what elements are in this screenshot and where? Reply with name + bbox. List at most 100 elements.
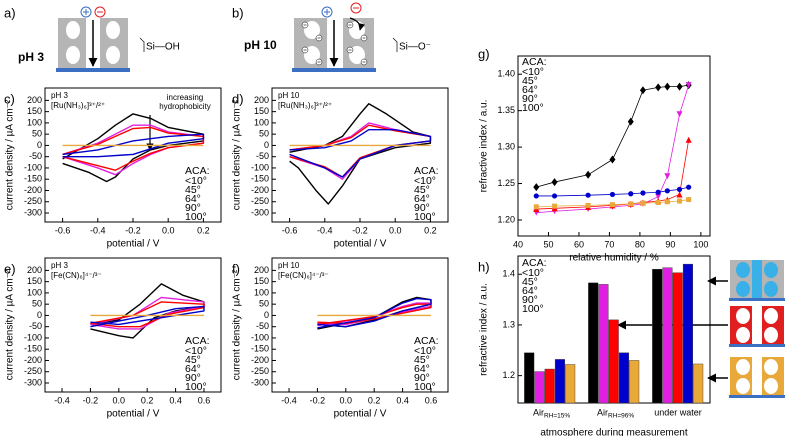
y-tick-label: 200	[254, 95, 269, 105]
y-tick-label: -300	[251, 377, 269, 387]
panel-label: f)	[232, 261, 240, 276]
y-tick-label: -50	[256, 151, 269, 161]
bar	[662, 267, 673, 404]
schematic-a: a) pH 3 Si—OH	[4, 5, 180, 72]
y-tick-label: -100	[24, 162, 42, 172]
y-tick-label: 150	[27, 276, 42, 286]
plot-frame	[517, 55, 711, 237]
bar	[588, 282, 599, 404]
y-tick-label: 1.25	[497, 178, 515, 188]
y-tick-label: -250	[251, 196, 269, 206]
legend-entry: <10°	[414, 345, 436, 357]
x-tick-label-subscript: RH=15%	[544, 413, 570, 420]
y-tick-label: 1.20	[497, 214, 515, 224]
x-tick-label: -0.6	[282, 225, 298, 235]
point	[585, 202, 591, 208]
point	[585, 170, 592, 179]
annotation: pH 10	[278, 261, 300, 270]
y-axis-title: refractive index / a.u.	[479, 100, 490, 193]
y-tick-label: -300	[24, 207, 42, 217]
x-tick-label: 100	[693, 239, 708, 249]
y-tick-label: -150	[24, 174, 42, 184]
y-tick-label: 50	[259, 129, 269, 139]
x-axis-title: potential / V	[107, 409, 160, 420]
x-tick-label: -0.2	[125, 225, 141, 235]
x-tick-label: Air	[597, 407, 608, 417]
x-tick-label: 0.2	[424, 225, 437, 235]
legend-entry: 64°	[522, 285, 538, 297]
x-tick-label: 0.4	[396, 395, 409, 405]
series-line	[90, 305, 205, 328]
x-tick-label: 90	[665, 239, 675, 249]
y-tick-label: 100	[254, 117, 269, 127]
bar	[565, 364, 576, 404]
annotation: [Fe(CN)₆]⁴⁻/³⁻	[51, 271, 102, 280]
x-tick-label: Air	[533, 407, 544, 417]
legend-entry: 100°	[185, 381, 207, 393]
legend-title: ACA:	[185, 165, 210, 177]
panel-label: h)	[478, 259, 490, 274]
point	[676, 191, 683, 198]
point	[676, 111, 683, 118]
point	[685, 82, 692, 89]
point	[677, 198, 683, 204]
legend-entry: 64°	[522, 84, 538, 96]
panel-label: d)	[232, 91, 244, 106]
legend-entry: 90°	[185, 202, 201, 214]
y-tick-label: -250	[24, 366, 42, 376]
bar	[682, 263, 693, 404]
x-tick-label: 0.0	[340, 395, 353, 405]
series-line	[536, 186, 689, 197]
y-axis-title: current density / µA cm⁻²	[5, 99, 16, 210]
annotation: increasing	[167, 93, 203, 102]
panel-label: c)	[4, 91, 15, 106]
legend-entry: 64°	[414, 193, 430, 205]
point	[686, 184, 692, 190]
bar	[652, 268, 663, 404]
x-tick-label: -0.2	[310, 395, 326, 405]
bar	[524, 352, 535, 404]
y-tick-label: 0	[264, 310, 269, 320]
legend-entry: 64°	[414, 363, 430, 375]
y-tick-label: 150	[254, 276, 269, 286]
y-tick-label: -100	[24, 332, 42, 342]
point	[664, 188, 670, 194]
point	[639, 86, 646, 95]
bar	[608, 319, 619, 404]
point	[552, 203, 558, 209]
x-tick-label: under water	[654, 407, 702, 417]
legend-entry: 64°	[185, 363, 201, 375]
point	[664, 173, 671, 180]
y-tick-label: -250	[24, 196, 42, 206]
y-tick-label: -50	[256, 321, 269, 331]
y-tick-label: 1.30	[497, 141, 515, 151]
y-tick-label: 1.40	[497, 69, 515, 79]
panel-label: b)	[232, 5, 244, 20]
legend-entry: 45°	[185, 354, 201, 366]
x-tick-label: -0.4	[317, 225, 333, 235]
legend-entry: <10°	[414, 175, 436, 187]
legend-entry: 90°	[522, 93, 538, 105]
y-tick-label: 200	[254, 265, 269, 275]
y-tick-label: 1.3	[502, 319, 515, 329]
point	[551, 178, 558, 187]
y-tick-label: 100	[254, 287, 269, 297]
surface-group: Si—O⁻	[399, 42, 431, 53]
x-tick-label: 0.6	[425, 395, 438, 405]
x-tick-label: 40	[513, 239, 523, 249]
legend-entry: 100°	[414, 381, 436, 393]
x-axis-title: potential / V	[107, 239, 160, 250]
x-tick-label: -0.4	[281, 395, 297, 405]
series-line	[289, 103, 432, 205]
plot-frame	[44, 257, 222, 393]
x-tick-label: 0.2	[368, 395, 381, 405]
legend-entry: 90°	[185, 372, 201, 384]
y-tick-label: -300	[24, 377, 42, 387]
y-tick-label: -300	[251, 207, 269, 217]
point	[640, 190, 646, 196]
x-tick-label: 0.2	[141, 395, 154, 405]
y-tick-label: -150	[24, 344, 42, 354]
